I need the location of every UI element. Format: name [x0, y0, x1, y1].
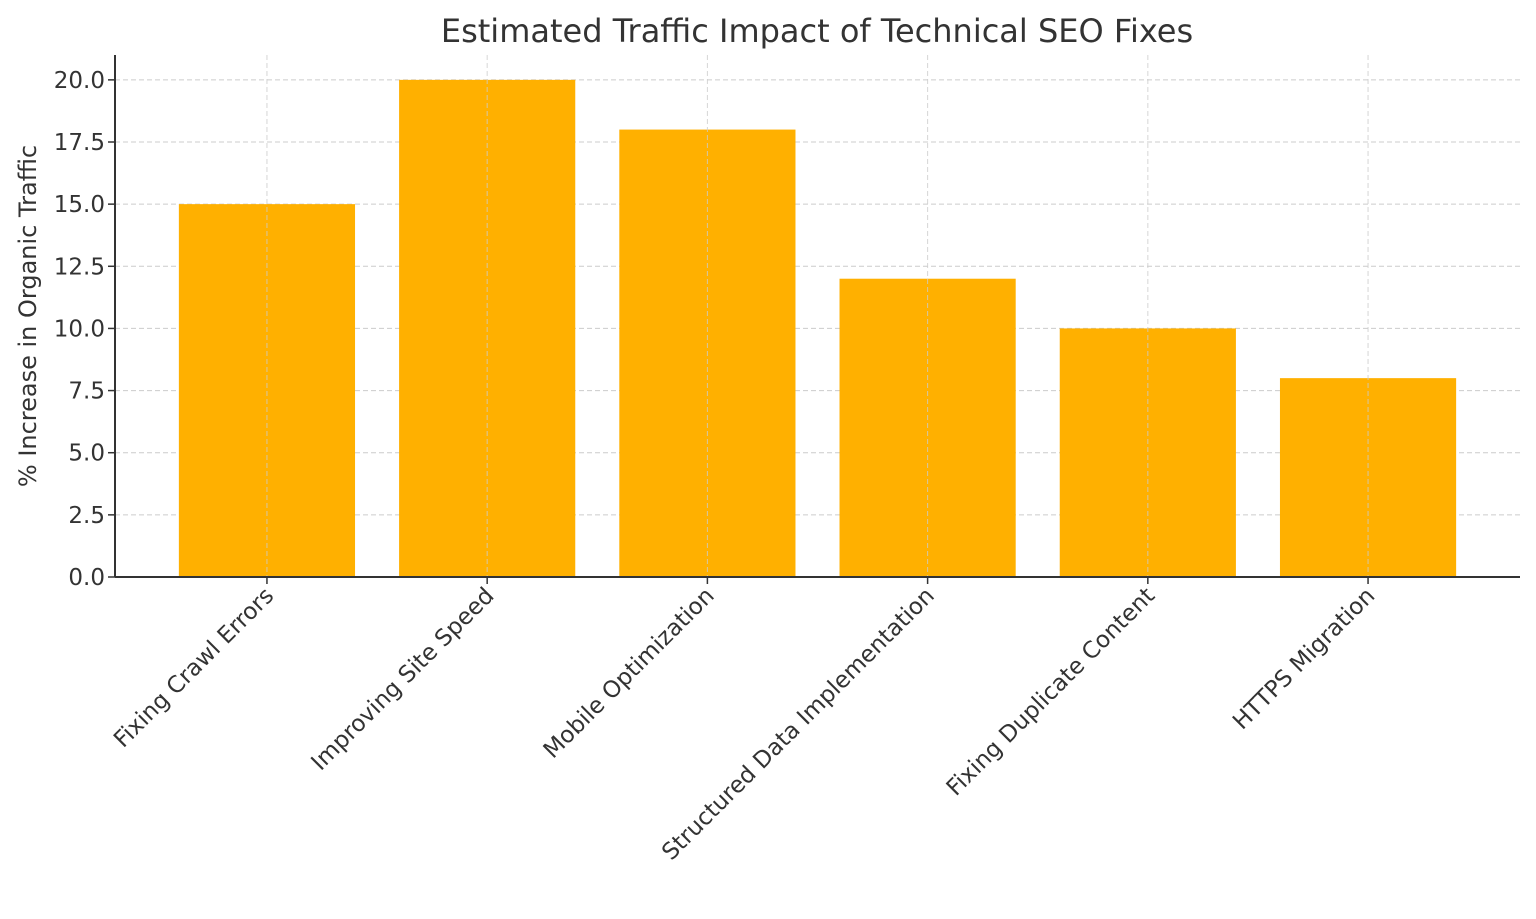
y-tick-label: 12.5	[54, 254, 105, 280]
x-tick-label: Fixing Duplicate Content	[942, 583, 1160, 801]
y-tick-label: 15.0	[54, 192, 105, 218]
y-tick-label: 10.0	[54, 316, 105, 342]
x-tick-label: Improving Site Speed	[306, 583, 499, 776]
y-tick-label: 17.5	[54, 130, 105, 156]
x-tick-label: Fixing Crawl Errors	[109, 583, 279, 753]
x-tick-label: Mobile Optimization	[539, 583, 720, 764]
y-tick-label: 20.0	[54, 68, 105, 94]
y-tick-label: 5.0	[68, 441, 105, 467]
chart-title: Estimated Traffic Impact of Technical SE…	[441, 12, 1193, 50]
y-axis-label: % Increase in Organic Traffic	[14, 145, 42, 487]
y-tick-label: 2.5	[68, 503, 105, 529]
x-tick-label: HTTPS Migration	[1228, 583, 1380, 735]
x-tick-label: Structured Data Implementation	[657, 583, 940, 866]
y-tick-label: 0.0	[68, 565, 105, 591]
y-tick-label: 7.5	[68, 379, 105, 405]
